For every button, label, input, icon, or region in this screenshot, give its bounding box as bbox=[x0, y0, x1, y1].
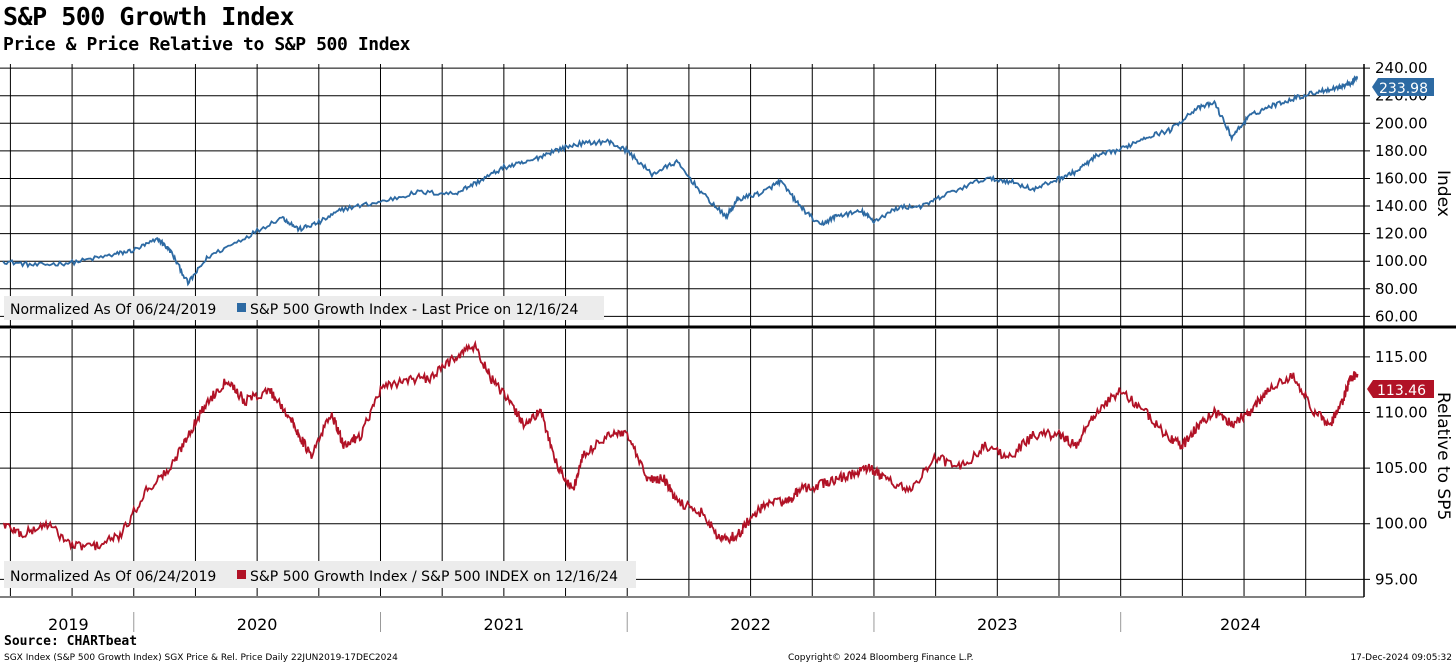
price-y-tick-label: 200.00 bbox=[1375, 114, 1428, 132]
price-y-ticks: 60.00 80.00 100.00 120.00 140.00 160.00 180.00… bbox=[1375, 59, 1428, 325]
footer-timestamp: 17-Dec-2024 09:05:32 bbox=[1350, 653, 1452, 663]
relative-legend-normalized: Normalized As Of 06/24/2019 bbox=[10, 569, 216, 585]
relative-last-value-badge bbox=[1367, 380, 1434, 398]
chart-subtitle: Price & Price Relative to S&P 500 Index bbox=[3, 34, 411, 55]
relative-y-tick-label: 95.00 bbox=[1375, 570, 1418, 588]
relative-axis-title: Relative to SP5 bbox=[1433, 392, 1453, 520]
price-y-tick-label: 100.00 bbox=[1375, 252, 1428, 270]
price-y-tick-label: 80.00 bbox=[1375, 280, 1418, 298]
footer-copyright: Copyright© 2024 Bloomberg Finance L.P. bbox=[788, 653, 974, 663]
price-legend-swatch bbox=[237, 303, 246, 312]
price-y-tick-label: 160.00 bbox=[1375, 169, 1428, 187]
x-tick-label: 2019 bbox=[48, 615, 89, 634]
price-legend-normalized: Normalized As Of 06/24/2019 bbox=[10, 302, 216, 318]
price-y-tick-label: 120.00 bbox=[1375, 225, 1428, 243]
relative-y-tick-label: 115.00 bbox=[1375, 348, 1428, 366]
price-axis-title: Index bbox=[1433, 170, 1453, 217]
relative-y-tick-label: 110.00 bbox=[1375, 403, 1428, 421]
x-tick-label: 2022 bbox=[730, 615, 771, 634]
price-legend-series: S&P 500 Growth Index - Last Price on 12/… bbox=[250, 302, 579, 318]
relative-legend-box bbox=[4, 561, 636, 588]
relative-legend-series: S&P 500 Growth Index / S&P 500 INDEX on … bbox=[250, 569, 618, 585]
relative-panel-grid bbox=[0, 329, 1370, 596]
x-axis-ticks: 2019 2020 2021 2022 2023 2024 bbox=[48, 612, 1261, 634]
relative-last-value-label: 113.46 bbox=[1377, 383, 1426, 399]
price-panel-grid bbox=[0, 64, 1370, 326]
price-last-value-label: 233.98 bbox=[1379, 81, 1428, 97]
x-tick-label: 2021 bbox=[483, 615, 524, 634]
relative-y-ticks: 95.00 100.00 105.00 110.00 115.00 bbox=[1375, 348, 1428, 589]
x-tick-label: 2020 bbox=[237, 615, 278, 634]
x-tick-label: 2024 bbox=[1220, 615, 1261, 634]
relative-series-line bbox=[2, 339, 1359, 551]
footer-left: SGX Index (S&P 500 Growth Index) SGX Pri… bbox=[4, 653, 398, 663]
price-series-line bbox=[2, 75, 1359, 287]
price-last-value-badge bbox=[1372, 78, 1434, 96]
relative-y-tick-label: 105.00 bbox=[1375, 459, 1428, 477]
relative-y-tick-label: 100.00 bbox=[1375, 515, 1428, 533]
source-note: Source: CHARTbeat bbox=[4, 634, 138, 649]
price-legend-box bbox=[4, 296, 604, 320]
chart-title: S&P 500 Growth Index bbox=[3, 2, 295, 31]
price-y-tick-label: 240.00 bbox=[1375, 59, 1428, 77]
price-y-tick-label: 60.00 bbox=[1375, 307, 1418, 325]
x-tick-label: 2023 bbox=[977, 615, 1018, 634]
relative-legend-swatch bbox=[237, 570, 246, 579]
price-y-tick-label: 140.00 bbox=[1375, 197, 1428, 215]
price-y-tick-label: 180.00 bbox=[1375, 142, 1428, 160]
